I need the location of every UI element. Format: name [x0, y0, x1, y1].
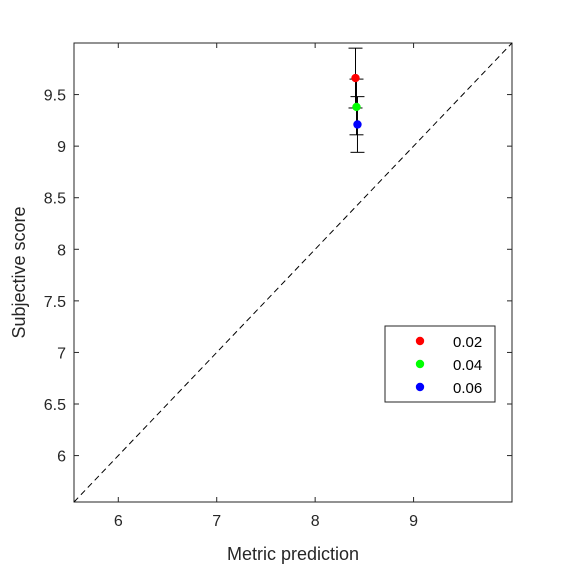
axes-box	[73, 42, 513, 503]
y-tick-label: 7	[57, 345, 66, 362]
legend-label-0.06: 0.06	[453, 380, 482, 397]
legend-label-0.02: 0.02	[453, 334, 482, 351]
data-point-0.04	[352, 102, 361, 112]
legend-box	[384, 325, 496, 403]
data-point-0.02	[351, 73, 360, 83]
y-tick-label: 8	[57, 242, 66, 259]
plot-area: 6 7 8 9 6 6.5 7 7.5 8 8.5 9 9.5 0.02 0.04 0.06	[44, 42, 513, 530]
x-axis-title: Metric prediction	[227, 544, 359, 564]
legend-marker-0.02	[415, 336, 425, 346]
legend-marker-0.04	[415, 359, 425, 369]
data-point-0.06	[353, 120, 362, 129]
y-tick-label: 7.5	[44, 294, 66, 311]
legend-label-0.04: 0.04	[453, 357, 482, 374]
y-tick-label: 6	[57, 449, 66, 466]
x-tick-label: 9	[409, 513, 418, 530]
identity-reference-line	[73, 42, 513, 503]
x-tick-label: 7	[212, 513, 221, 530]
y-tick-label: 9.5	[44, 88, 66, 105]
y-tick-label: 6.5	[44, 397, 66, 414]
y-tick-label: 8.5	[44, 191, 66, 208]
y-axis-title: Subjective score	[9, 206, 29, 338]
legend-marker-0.06	[415, 382, 425, 392]
y-tick-label: 9	[57, 139, 66, 156]
x-tick-label: 8	[311, 513, 320, 530]
x-tick-label: 6	[114, 513, 123, 530]
